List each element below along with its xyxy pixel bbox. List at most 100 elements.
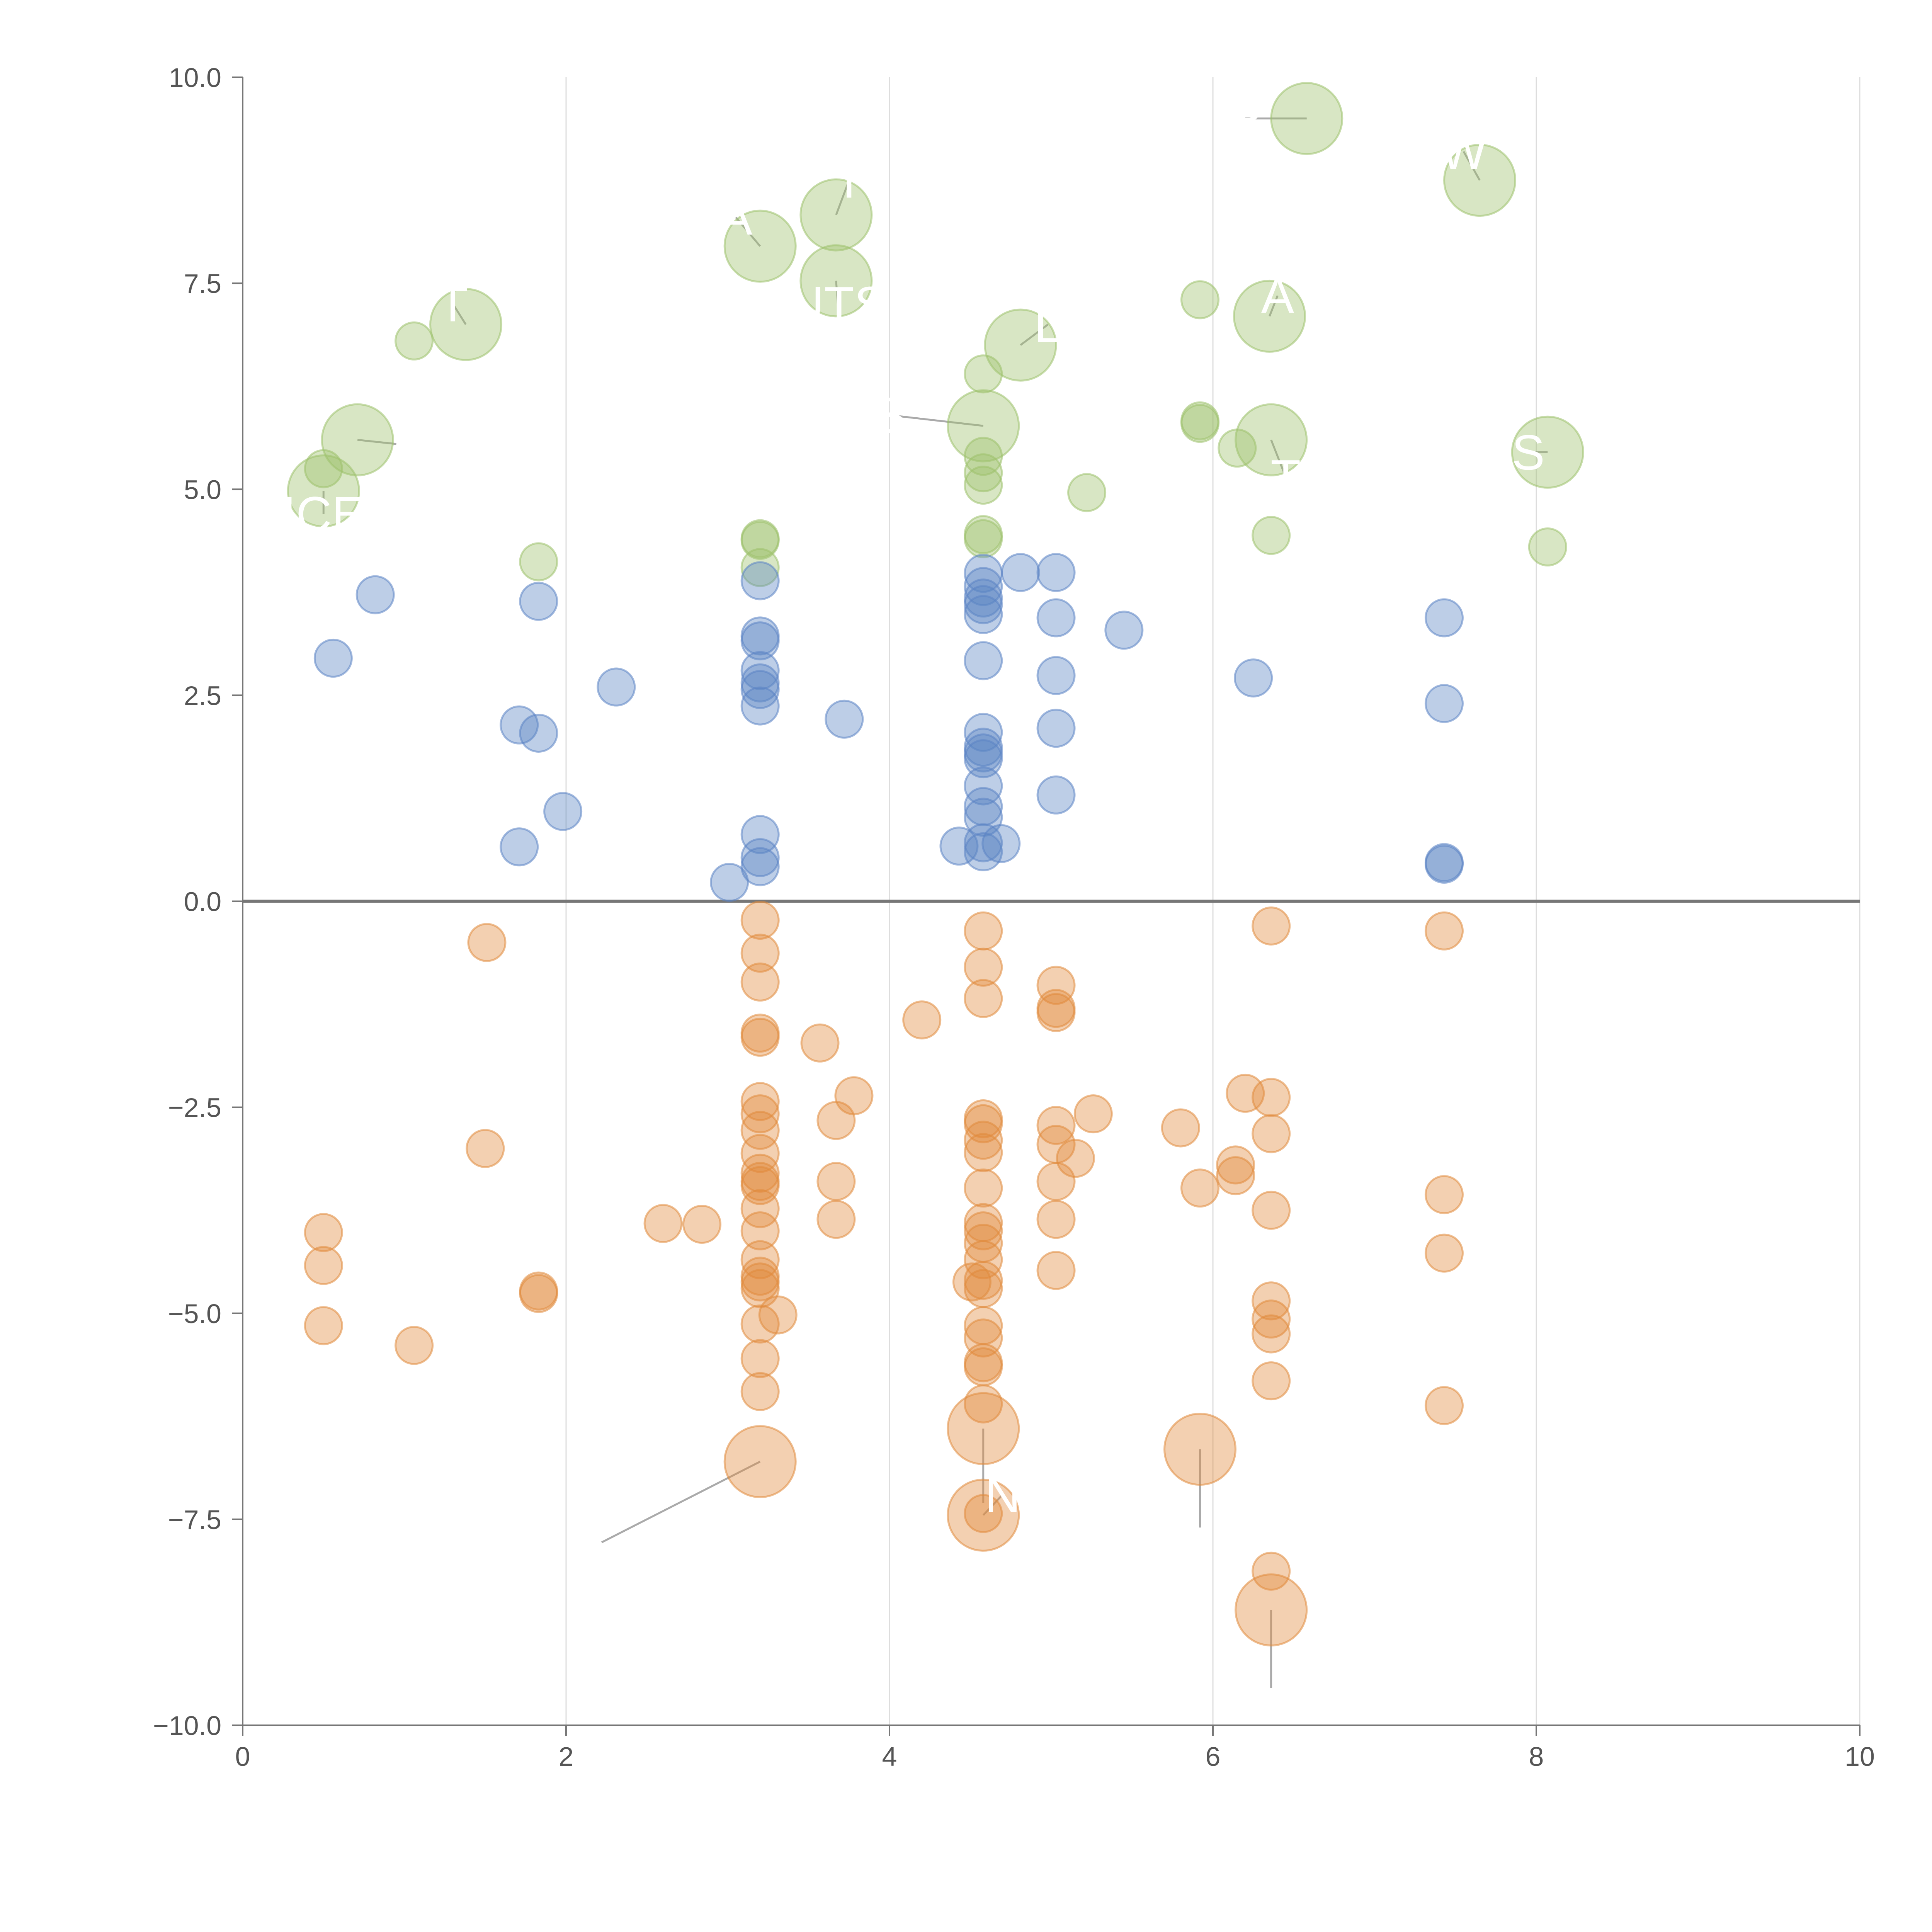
blue-point <box>543 792 583 831</box>
blue-point <box>981 824 1021 863</box>
orange-point <box>682 1204 722 1244</box>
leader-line-layer <box>322 117 1548 1689</box>
blue-point <box>1424 684 1464 723</box>
blue-point <box>519 713 558 753</box>
orange-point <box>740 901 780 940</box>
leader-line <box>357 439 396 445</box>
leader-line <box>1270 439 1287 478</box>
green-point <box>740 520 780 560</box>
x-tick-label: 10 <box>1845 1742 1875 1772</box>
orange-point <box>758 1295 798 1335</box>
point-label: ICE <box>282 487 365 542</box>
point-label: T <box>1270 450 1301 505</box>
y-tick-label: 2.5 <box>184 680 221 711</box>
blue-point <box>964 585 1003 624</box>
blue-point <box>710 862 749 902</box>
blue-point <box>964 595 1003 634</box>
orange-point <box>740 1372 780 1411</box>
orange-point <box>964 1211 1003 1250</box>
orange-point <box>952 1262 992 1302</box>
blue-point <box>939 827 979 866</box>
blue-point <box>1424 845 1464 884</box>
blue-point <box>1036 656 1076 695</box>
blue-point <box>740 686 780 726</box>
orange-point <box>947 1478 1020 1552</box>
green-point <box>799 244 873 318</box>
leader-line <box>1020 323 1049 346</box>
orange-point <box>816 1200 856 1239</box>
green-point <box>799 178 873 252</box>
orange-point <box>740 1111 780 1150</box>
orange-point <box>1252 1299 1291 1339</box>
orange-point <box>740 1082 780 1121</box>
leader-line <box>601 1461 761 1543</box>
orange-point <box>740 1211 780 1250</box>
orange-point <box>964 1260 1003 1300</box>
orange-point <box>1252 1078 1291 1117</box>
leader-line <box>835 180 850 216</box>
green-point <box>395 321 434 361</box>
blue-point <box>964 766 1003 806</box>
y-tick-label: 0.0 <box>184 887 221 917</box>
blue-point <box>740 670 780 709</box>
orange-point <box>902 1000 942 1040</box>
orange-point <box>740 934 780 973</box>
blue-point <box>740 838 780 877</box>
orange-point <box>964 1104 1003 1143</box>
orange-point <box>947 1392 1020 1465</box>
green-point <box>1067 473 1107 512</box>
green-point <box>1233 279 1306 353</box>
point-label: W <box>1440 124 1487 180</box>
leader-line <box>1269 295 1279 317</box>
blue-point <box>964 641 1003 680</box>
y-tick-label: −10.0 <box>153 1711 221 1741</box>
orange-point <box>740 1094 780 1134</box>
green-point <box>964 519 1003 558</box>
orange-point <box>1216 1156 1255 1196</box>
orange-point <box>964 1494 1003 1533</box>
leader-line <box>835 281 839 304</box>
orange-point <box>964 979 1003 1018</box>
orange-point <box>1073 1094 1113 1134</box>
green-point <box>321 403 394 476</box>
leader-line <box>735 216 761 247</box>
orange-point <box>1180 1168 1220 1208</box>
orange-point <box>643 1204 683 1243</box>
orange-point <box>964 1121 1003 1160</box>
orange-point <box>304 1213 343 1252</box>
orange-point <box>1252 1190 1291 1230</box>
orange-point <box>519 1274 558 1313</box>
orange-point <box>740 1240 780 1279</box>
x-tick-label: 2 <box>559 1742 574 1772</box>
orange-point <box>1216 1145 1255 1185</box>
leader-line <box>889 414 984 427</box>
orange-point <box>1036 1200 1076 1239</box>
green-point <box>964 354 1003 394</box>
point-label: A <box>719 190 753 246</box>
green-point <box>1528 527 1567 567</box>
orange-point <box>1163 1413 1237 1486</box>
orange-point <box>1252 1551 1291 1591</box>
orange-point <box>964 947 1003 987</box>
orange-point <box>1036 993 1076 1032</box>
green-point <box>1270 82 1344 155</box>
orange-point <box>1036 966 1076 1005</box>
blue-point <box>355 575 395 614</box>
orange-point <box>1252 906 1291 946</box>
green-point <box>1235 403 1308 476</box>
blue-point <box>964 739 1003 779</box>
green-point <box>1511 415 1584 489</box>
orange-point <box>964 1347 1003 1386</box>
blue-point <box>1424 598 1464 638</box>
point-label: T <box>438 277 468 332</box>
leader-line <box>1463 151 1481 181</box>
orange-point <box>466 1129 505 1168</box>
point-label: S <box>873 388 906 443</box>
y-tick-label: 10.0 <box>169 63 221 93</box>
orange-point <box>1226 1073 1265 1113</box>
blue-point <box>1036 709 1076 748</box>
orange-point <box>1252 1361 1291 1401</box>
blue-point <box>500 827 539 867</box>
orange-point <box>740 1134 780 1173</box>
